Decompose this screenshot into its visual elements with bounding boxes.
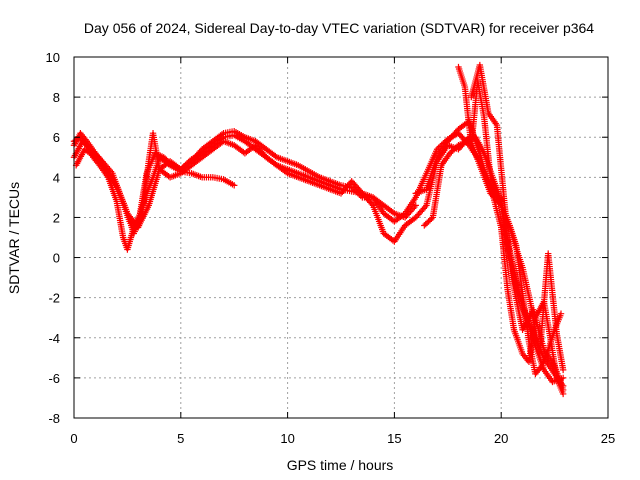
data-point xyxy=(412,202,419,209)
y-tick-label-8: 8 xyxy=(53,90,60,105)
plot-frame xyxy=(73,56,609,419)
data-point xyxy=(559,374,567,382)
x-axis-label: GPS time / hours xyxy=(287,457,394,473)
series-track-7 xyxy=(421,134,567,386)
y-axis-label: SDTVAR / TECUs xyxy=(6,182,22,294)
data-points-layer xyxy=(70,61,567,398)
data-point xyxy=(368,200,375,208)
data-point xyxy=(557,310,565,317)
x-tick-label-4: 20 xyxy=(494,431,508,446)
data-point xyxy=(357,192,365,200)
data-point xyxy=(350,185,357,192)
y-tick-label-3: -2 xyxy=(48,291,60,306)
data-point xyxy=(433,146,441,153)
data-point xyxy=(428,215,435,222)
series-track-8 xyxy=(70,128,419,229)
data-point xyxy=(351,187,358,194)
data-point xyxy=(356,191,363,198)
data-point xyxy=(559,366,567,374)
x-tick-label-1: 5 xyxy=(177,431,184,446)
y-tick-label-0: -8 xyxy=(48,411,60,426)
y-tick-label-4: 0 xyxy=(53,251,60,266)
data-point xyxy=(282,168,290,176)
y-tick-label-2: -4 xyxy=(48,331,60,346)
y-tick-label-6: 4 xyxy=(53,170,60,185)
data-point xyxy=(348,184,355,191)
x-tick-label-3: 15 xyxy=(387,431,401,446)
chart-title: Day 056 of 2024, Sidereal Day-to-day VTE… xyxy=(84,20,594,36)
grid-lines xyxy=(74,57,608,418)
axis-ticks: 0 5 10 15 20 25 -8 -6 -4 -2 0 2 4 6 8 10 xyxy=(46,50,616,446)
data-point xyxy=(559,390,567,398)
x-tick-label-5: 25 xyxy=(601,431,615,446)
data-point xyxy=(353,188,360,195)
data-point xyxy=(421,203,429,211)
data-point xyxy=(272,152,279,160)
data-point xyxy=(389,209,397,216)
y-tick-label-9: 10 xyxy=(46,50,60,65)
data-point xyxy=(231,182,238,189)
y-tick-label-5: 2 xyxy=(53,210,60,225)
x-tick-label-0: 0 xyxy=(70,431,77,446)
x-tick-label-2: 10 xyxy=(280,431,294,446)
data-point xyxy=(354,189,361,197)
data-point xyxy=(218,131,226,138)
y-tick-label-1: -6 xyxy=(48,371,60,386)
data-point xyxy=(411,203,418,211)
y-tick-label-7: 6 xyxy=(53,130,60,145)
